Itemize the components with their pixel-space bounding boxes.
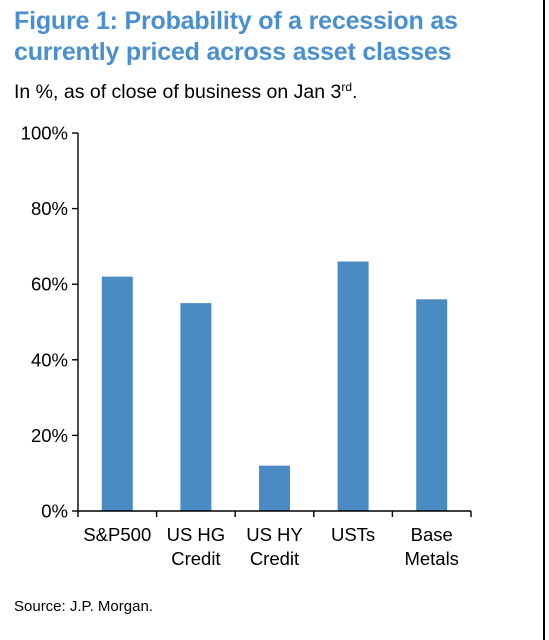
bar-4 [416,299,448,511]
bars [101,261,448,511]
bar-3 [337,261,369,511]
x-tick-label: USTs [331,524,375,545]
bar-0 [101,276,133,511]
y-tick-label: 0% [41,501,68,522]
bar-chart: 0% 20% 40% 60% 80% 100% S&P500 US HG Credit US H… [21,123,472,569]
source-note: Source: J.P. Morgan. [14,598,153,615]
x-tick-label: Credit [250,548,299,569]
x-axis: S&P500 US HG Credit US HY Credit USTs Base Meta… [77,510,472,569]
y-tick-label: 60% [31,274,68,295]
x-tick-label: S&P500 [83,524,151,545]
x-tick-label: US HG [167,524,226,545]
bar-2 [259,465,290,511]
subtitle-end: . [352,81,358,103]
x-tick-label: US HY [246,524,303,545]
chart-title: Figure 1: Probability of a recession as … [14,6,539,68]
chart-title-line-2: currently priced across asset classes [14,38,452,66]
bar-1 [180,303,212,511]
x-tick-label: Credit [171,548,220,569]
y-tick-label: 40% [31,349,68,370]
subtitle-text: In %, as of close of business on Jan 3 [14,81,342,103]
y-tick-label: 100% [21,123,68,144]
right-border [543,0,545,640]
x-tick-label: Metals [404,548,459,569]
y-axis: 0% 20% 40% 60% 80% 100% [21,123,79,522]
subtitle-superscript: rd [341,80,353,94]
chart-subtitle: In %, as of close of business on Jan 3rd… [14,80,357,104]
y-tick-label: 20% [31,425,68,446]
x-tick-label: Base [411,524,453,545]
chart-title-line-1: Figure 1: Probability of a recession as [14,7,458,35]
y-tick-label: 80% [31,198,68,219]
